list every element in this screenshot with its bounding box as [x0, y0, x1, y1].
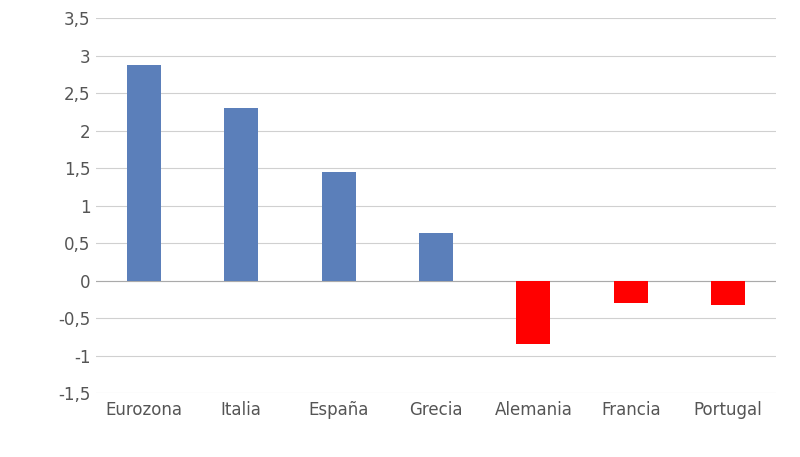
Bar	[711, 281, 745, 304]
Bar	[322, 172, 356, 281]
Bar	[614, 281, 648, 303]
Bar	[516, 281, 550, 344]
Bar	[419, 234, 453, 281]
Bar	[224, 108, 258, 281]
Bar	[127, 65, 161, 281]
